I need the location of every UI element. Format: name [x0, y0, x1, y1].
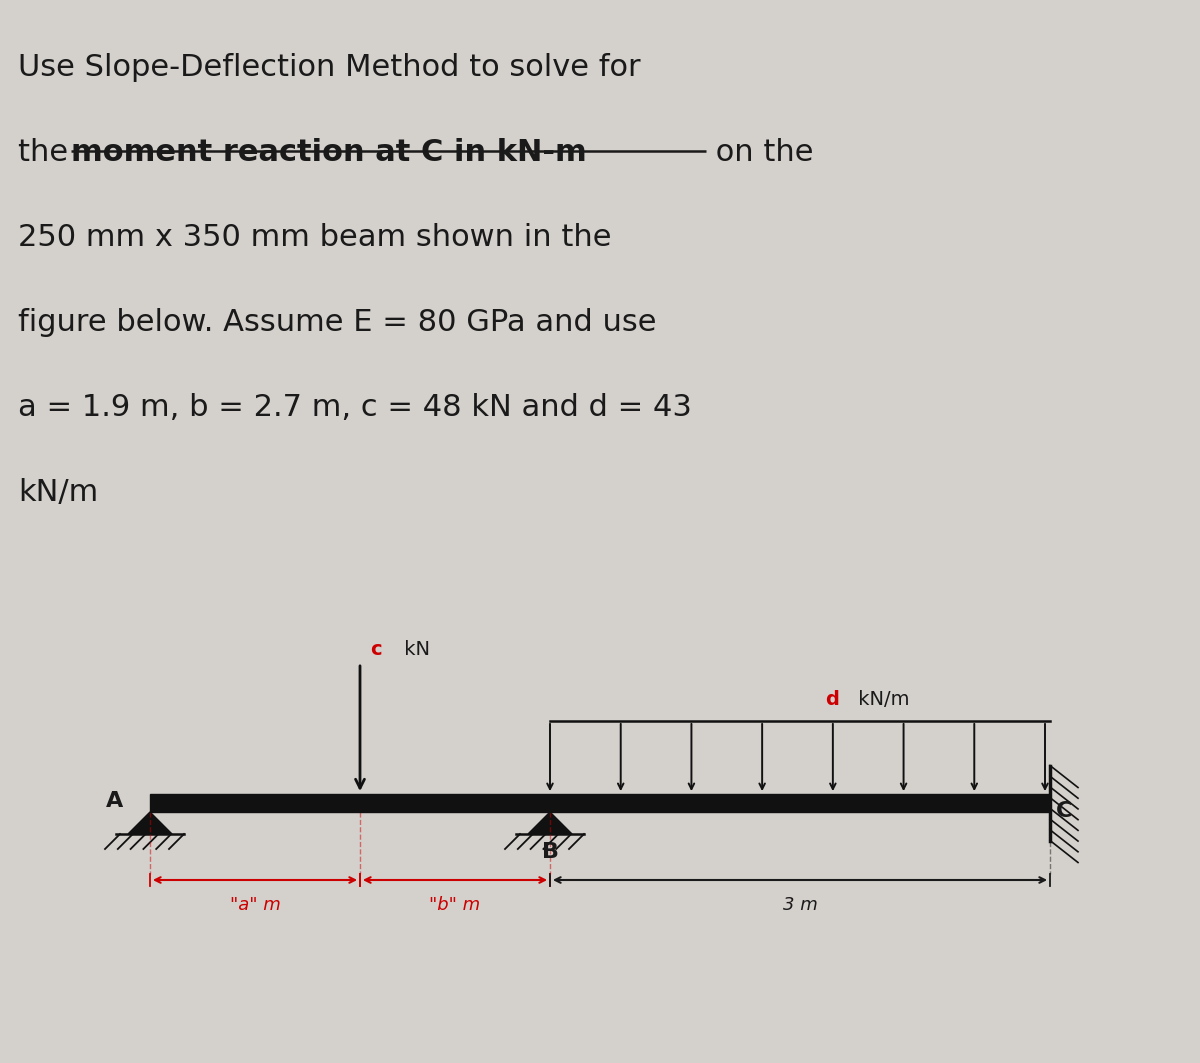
Text: a = 1.9 m, b = 2.7 m, c = 48 kN and d = 43: a = 1.9 m, b = 2.7 m, c = 48 kN and d = …: [18, 393, 692, 422]
Text: "b" m: "b" m: [430, 896, 480, 914]
Text: on the: on the: [706, 138, 814, 167]
Text: Use Slope-Deflection Method to solve for: Use Slope-Deflection Method to solve for: [18, 53, 641, 82]
Text: B: B: [542, 842, 559, 862]
Text: A: A: [106, 791, 124, 811]
Text: "a" m: "a" m: [229, 896, 281, 914]
Text: figure below. Assume E = 80 GPa and use: figure below. Assume E = 80 GPa and use: [18, 308, 656, 337]
Text: moment reaction at C in kN-m: moment reaction at C in kN-m: [71, 138, 587, 167]
Text: 3 m: 3 m: [782, 896, 817, 914]
Polygon shape: [528, 812, 572, 834]
Polygon shape: [128, 812, 172, 834]
Text: d: d: [826, 690, 839, 709]
Text: the: the: [18, 138, 78, 167]
Bar: [150, 794, 1050, 812]
Text: kN/m: kN/m: [18, 478, 98, 507]
Text: kN/m: kN/m: [852, 690, 910, 709]
Text: 250 mm x 350 mm beam shown in the: 250 mm x 350 mm beam shown in the: [18, 223, 612, 252]
Text: C: C: [1056, 802, 1073, 821]
Text: c: c: [370, 640, 382, 659]
Text: kN: kN: [398, 640, 430, 659]
